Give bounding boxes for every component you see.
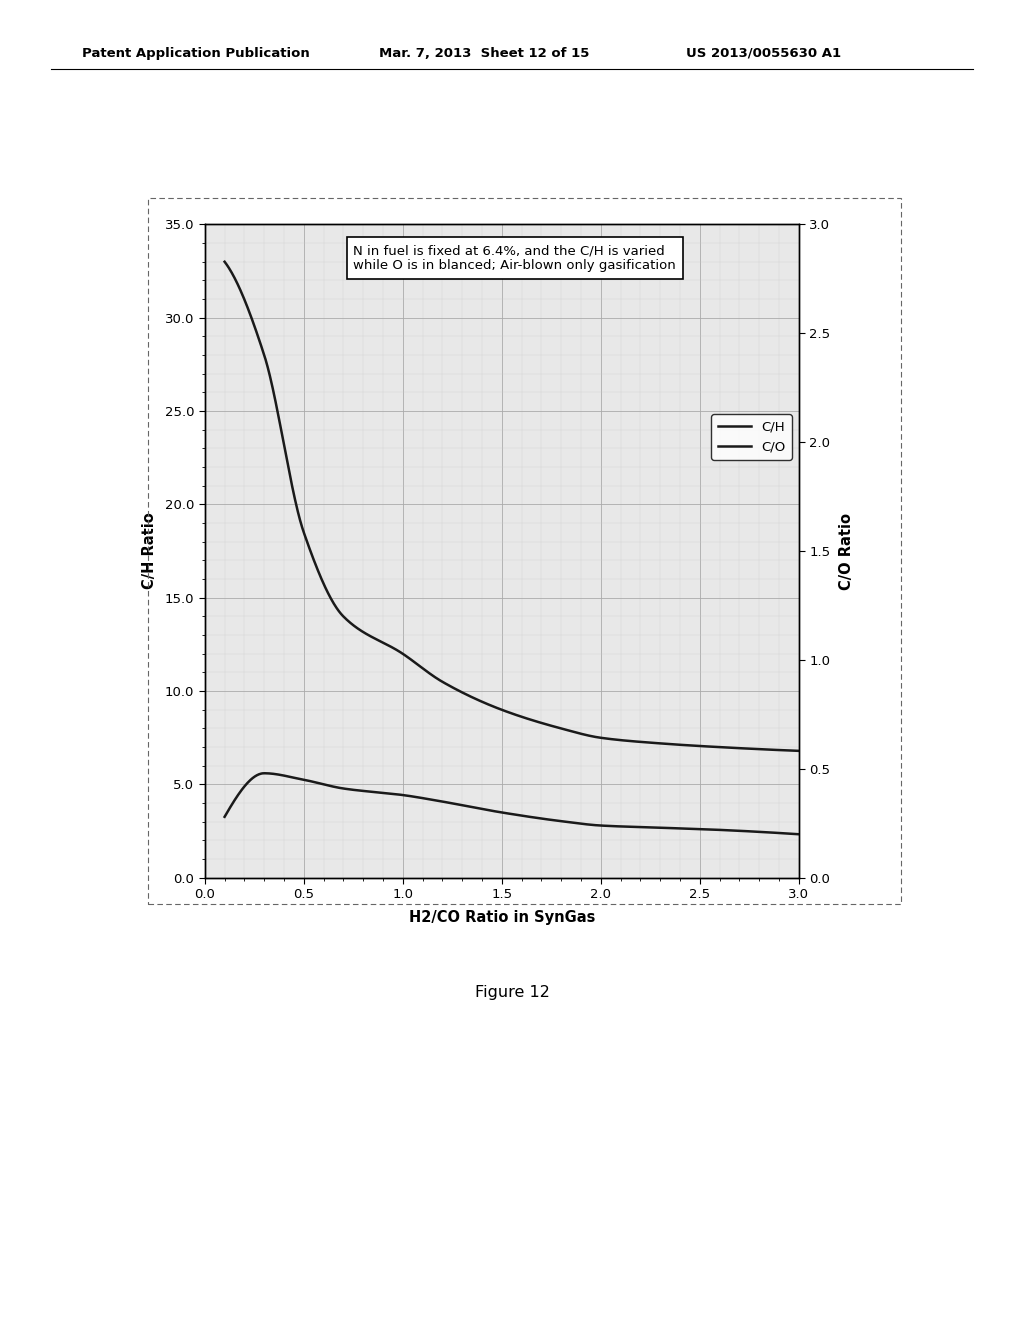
C/O — [553, 813, 565, 829]
Text: Mar. 7, 2013  Sheet 12 of 15: Mar. 7, 2013 Sheet 12 of 15 — [379, 46, 589, 59]
C/O — [567, 814, 580, 830]
C/H — [254, 334, 266, 350]
C/H — [567, 723, 580, 739]
Line: C/O: C/O — [224, 774, 799, 834]
C/O — [585, 817, 597, 833]
Text: US 2013/0055630 A1: US 2013/0055630 A1 — [686, 46, 841, 59]
Text: N in fuel is fixed at 6.4%, and the C/H is varied
while O is in blanced; Air-blo: N in fuel is fixed at 6.4%, and the C/H … — [353, 244, 676, 272]
Y-axis label: C/O Ratio: C/O Ratio — [839, 512, 854, 590]
Text: Figure 12: Figure 12 — [474, 985, 550, 999]
X-axis label: H2/CO Ratio in SynGas: H2/CO Ratio in SynGas — [409, 909, 595, 924]
C/O — [258, 766, 270, 781]
Legend: C/H, C/O: C/H, C/O — [711, 414, 793, 459]
C/H — [713, 739, 725, 755]
Line: C/H: C/H — [224, 261, 799, 751]
C/H — [552, 719, 564, 735]
Y-axis label: C/H Ratio: C/H Ratio — [141, 512, 157, 590]
C/O — [218, 809, 230, 825]
C/H — [793, 743, 805, 759]
C/O — [654, 820, 667, 836]
C/H — [654, 735, 667, 751]
C/O — [793, 826, 805, 842]
C/O — [714, 822, 726, 838]
C/O — [254, 766, 266, 781]
C/H — [585, 729, 597, 744]
Text: Patent Application Publication: Patent Application Publication — [82, 46, 309, 59]
C/H — [218, 253, 230, 269]
